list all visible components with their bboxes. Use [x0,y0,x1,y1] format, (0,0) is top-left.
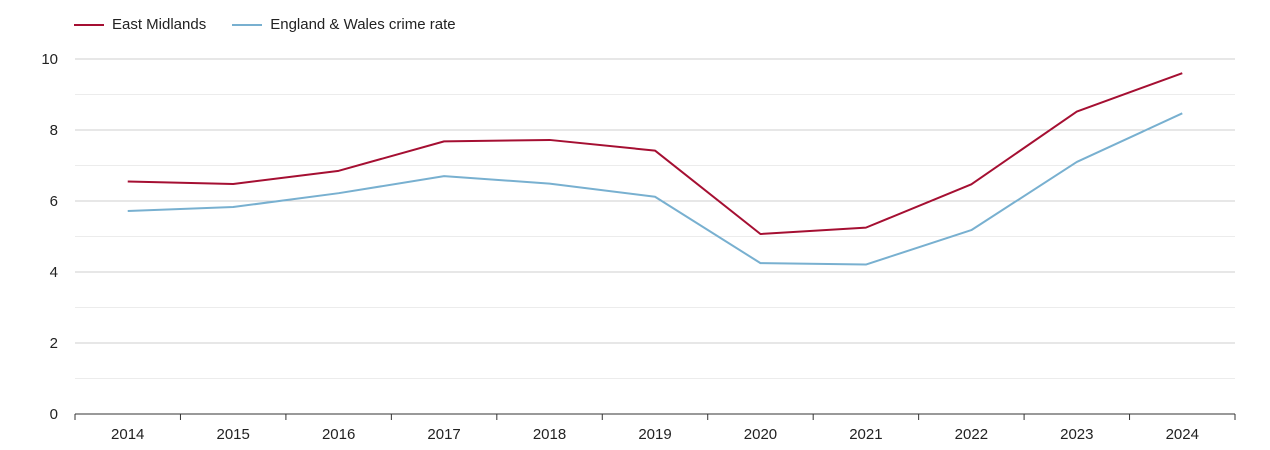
y-tick-label: 0 [50,406,58,423]
x-tick-label: 2015 [216,426,249,443]
y-tick-label: 4 [50,264,58,281]
y-tick-label: 8 [50,122,58,139]
chart-legend: East Midlands England & Wales crime rate [74,16,482,33]
x-tick-label: 2018 [533,426,566,443]
series-line-east-midlands[interactable] [127,72,1183,236]
x-tick-label: 2019 [638,426,671,443]
y-tick-label: 10 [41,51,58,68]
x-tick-label: 2020 [744,426,777,443]
x-tick-label: 2014 [111,426,144,443]
legend-swatch-east-midlands [74,23,104,26]
legend-item-east-midlands[interactable]: East Midlands [74,16,206,33]
x-tick-label: 2021 [849,426,882,443]
x-tick-label: 2023 [1060,426,1093,443]
series-line-england-wales-crime-rate[interactable] [127,112,1183,266]
x-tick-label: 2024 [1166,426,1199,443]
x-tick-label: 2016 [322,426,355,443]
legend-item-england-wales[interactable]: England & Wales crime rate [232,16,456,33]
legend-swatch-england-wales [232,23,263,26]
x-tick-label: 2017 [427,426,460,443]
x-tick-label: 2022 [955,426,988,443]
y-tick-label: 2 [50,335,58,352]
legend-label-east-midlands: East Midlands [112,16,207,33]
legend-label-england-wales: England & Wales crime rate [270,16,456,33]
y-tick-label: 6 [50,193,58,210]
